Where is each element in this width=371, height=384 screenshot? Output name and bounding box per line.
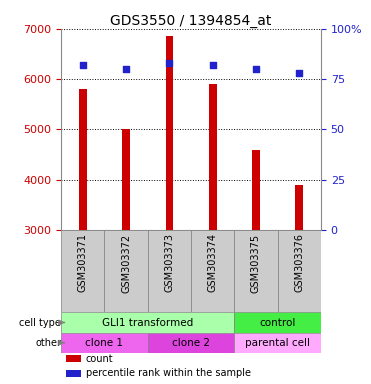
Text: GSM303371: GSM303371 [78,233,88,292]
Point [167,60,173,66]
Text: cell type: cell type [19,318,61,328]
Bar [79,89,87,230]
Bar [191,230,234,313]
Bar [209,84,217,230]
Bar [252,150,260,230]
Bar [105,230,148,313]
Bar [148,333,234,353]
Bar [66,370,81,377]
Bar [278,230,321,313]
Title: GDS3550 / 1394854_at: GDS3550 / 1394854_at [111,14,272,28]
Bar [61,333,148,353]
Text: GSM303374: GSM303374 [208,233,218,292]
Bar [234,230,278,313]
Bar [122,129,130,230]
Bar [295,185,303,230]
Bar [61,313,234,333]
Bar [66,355,81,362]
Bar [234,313,321,333]
Point [80,62,86,68]
Text: percentile rank within the sample: percentile rank within the sample [86,368,251,378]
Point [296,70,302,76]
Text: GSM303375: GSM303375 [251,233,261,293]
Bar [61,230,105,313]
Text: count: count [86,354,114,364]
Text: control: control [259,318,296,328]
Point [253,66,259,72]
Bar [165,36,173,230]
Text: parental cell: parental cell [245,338,310,348]
Point [123,66,129,72]
Bar [234,333,321,353]
Text: GSM303372: GSM303372 [121,233,131,293]
Bar [148,230,191,313]
Point [210,62,216,68]
Text: clone 1: clone 1 [85,338,124,348]
Text: other: other [35,338,61,348]
Text: clone 2: clone 2 [172,338,210,348]
Text: GSM303376: GSM303376 [294,233,304,292]
Text: GLI1 transformed: GLI1 transformed [102,318,193,328]
Text: GSM303373: GSM303373 [164,233,174,292]
